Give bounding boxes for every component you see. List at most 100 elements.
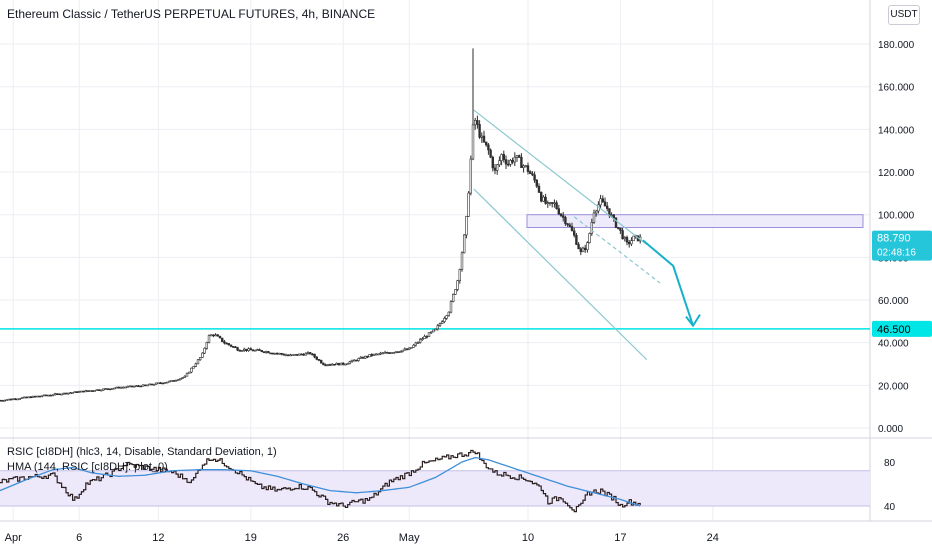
price-axis-tick: 60.000 — [878, 296, 909, 307]
candle-body — [260, 350, 263, 352]
candle-body — [302, 354, 305, 356]
candle-body — [421, 338, 424, 341]
projection-arrowhead — [685, 314, 701, 328]
candle-body — [179, 378, 182, 380]
candle-body — [192, 366, 195, 369]
candle-body — [482, 135, 486, 143]
candle-body — [487, 144, 490, 151]
candle-body — [401, 349, 404, 352]
price-axis-tick: 40.000 — [878, 339, 909, 350]
candle-body — [293, 354, 296, 356]
candle-body — [291, 354, 294, 357]
candle-body — [111, 388, 114, 390]
candle-body — [271, 352, 274, 355]
candle-body — [330, 363, 334, 366]
candle-body — [583, 247, 587, 251]
candle-body — [104, 388, 107, 390]
candle-body — [357, 358, 360, 361]
candle-body — [506, 163, 510, 166]
price-axis-tick: 180.000 — [878, 40, 915, 51]
candle-body — [300, 353, 303, 356]
candle-body — [443, 318, 446, 322]
candles-group — [0, 48, 642, 402]
candle-body — [148, 383, 151, 386]
candle-body — [69, 392, 72, 395]
candle-body — [493, 167, 497, 171]
candle-body — [355, 359, 358, 362]
candle-body — [462, 234, 466, 254]
candle-body — [454, 289, 457, 295]
candle-body — [515, 155, 519, 158]
candle-body — [315, 356, 318, 360]
candle-body — [586, 242, 589, 251]
rsi-line — [0, 449, 641, 513]
candle-body — [40, 395, 44, 398]
candle-body — [603, 201, 607, 207]
candle-body — [280, 352, 283, 355]
candle-body — [346, 363, 349, 365]
candle-body — [227, 343, 230, 346]
currency-button[interactable]: USDT — [888, 5, 920, 25]
candle-body — [335, 362, 338, 366]
candle-body — [559, 213, 563, 217]
candle-body — [449, 301, 453, 313]
candle-body — [135, 385, 138, 388]
candle-body — [210, 334, 213, 337]
candle-body — [150, 383, 153, 386]
candle-body — [22, 396, 26, 399]
candle-body — [601, 198, 605, 203]
candle-body — [308, 352, 312, 355]
candle-body — [350, 359, 354, 363]
candle-body — [122, 386, 125, 389]
candle-body — [58, 393, 61, 396]
candle-body — [352, 359, 356, 362]
candle-body — [95, 389, 99, 391]
candle-body — [410, 347, 413, 349]
candle-body — [286, 354, 290, 357]
candle-body — [438, 323, 442, 326]
candle-body — [269, 352, 272, 355]
candle-body — [177, 379, 180, 381]
candle-body — [414, 342, 417, 346]
candle-body — [535, 179, 539, 187]
chart-title: Ethereum Classic / TetherUS PERPETUAL FU… — [7, 7, 376, 21]
candle-body — [86, 390, 90, 392]
candle-body — [588, 233, 591, 243]
candle-body — [159, 382, 162, 385]
candle-body — [344, 363, 347, 366]
candle-body — [500, 154, 503, 161]
candle-body — [528, 171, 532, 174]
support-price-label: 46.500 — [877, 324, 911, 336]
time-axis-tick: 24 — [707, 532, 719, 544]
price-axis-tick: 120.000 — [878, 168, 915, 179]
candle-body — [78, 391, 81, 393]
candle-body — [511, 160, 514, 163]
candle-body — [630, 240, 633, 245]
candle-body — [579, 248, 583, 253]
candle-body — [16, 398, 19, 401]
hma-indicator-label[interactable]: HMA (144, RSIC [cI8DH]: plot_0) — [7, 461, 168, 473]
candle-body — [141, 384, 145, 387]
candle-body — [403, 348, 406, 351]
candle-body — [161, 382, 164, 385]
candle-body — [47, 394, 50, 397]
candle-body — [377, 353, 380, 356]
candle-body — [544, 196, 547, 204]
candle-body — [564, 217, 567, 224]
candle-body — [526, 165, 530, 172]
candle-body — [379, 352, 382, 355]
candle-body — [172, 380, 175, 382]
candle-body — [405, 348, 409, 351]
rsi-indicator-label[interactable]: RSIC [cI8DH] (hlc3, 14, Disable, Standar… — [7, 446, 277, 458]
candle-body — [368, 354, 371, 358]
candle-body — [73, 391, 77, 393]
candle-body — [489, 149, 492, 158]
time-axis-tick: 26 — [337, 532, 349, 544]
candle-body — [366, 355, 369, 358]
candle-body — [207, 335, 211, 343]
candle-body — [570, 226, 574, 232]
candle-body — [55, 393, 59, 396]
candle-body — [458, 269, 461, 281]
candle-body — [14, 398, 17, 401]
